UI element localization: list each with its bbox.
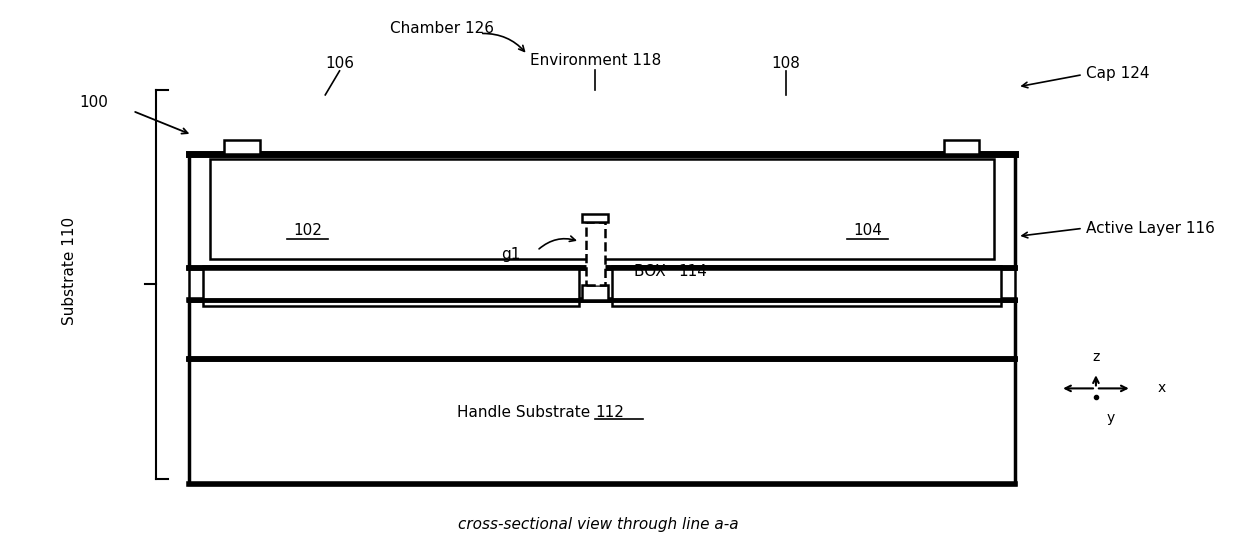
Bar [188, 300, 1016, 359]
Text: 104: 104 [853, 223, 882, 238]
Bar [188, 359, 1016, 485]
Text: x: x [1157, 382, 1166, 396]
Bar [611, 266, 1001, 306]
Bar [582, 214, 609, 222]
Text: Active Layer 116: Active Layer 116 [1086, 221, 1215, 236]
Text: 108: 108 [771, 56, 800, 71]
Bar [944, 140, 980, 153]
Text: 114: 114 [678, 263, 707, 279]
Text: g1: g1 [501, 248, 521, 262]
Bar [188, 268, 1016, 300]
Text: Environment 118: Environment 118 [529, 53, 661, 68]
Text: Handle Substrate: Handle Substrate [458, 405, 595, 420]
Bar [210, 159, 993, 259]
Bar [224, 140, 260, 153]
Text: 106: 106 [325, 56, 355, 71]
Text: 102: 102 [293, 223, 322, 238]
Bar [582, 286, 609, 300]
Bar [188, 153, 1016, 268]
Text: BOX: BOX [635, 263, 671, 279]
Bar [585, 222, 605, 286]
Text: cross-sectional view through line a-a: cross-sectional view through line a-a [459, 517, 739, 532]
Text: Cap 124: Cap 124 [1086, 66, 1149, 81]
Text: Substrate 110: Substrate 110 [62, 217, 77, 325]
Bar [203, 266, 579, 306]
Text: 112: 112 [595, 405, 624, 420]
Text: y: y [1106, 411, 1115, 425]
Text: 100: 100 [79, 95, 108, 111]
Text: Chamber 126: Chamber 126 [389, 21, 494, 36]
Text: z: z [1092, 351, 1100, 364]
